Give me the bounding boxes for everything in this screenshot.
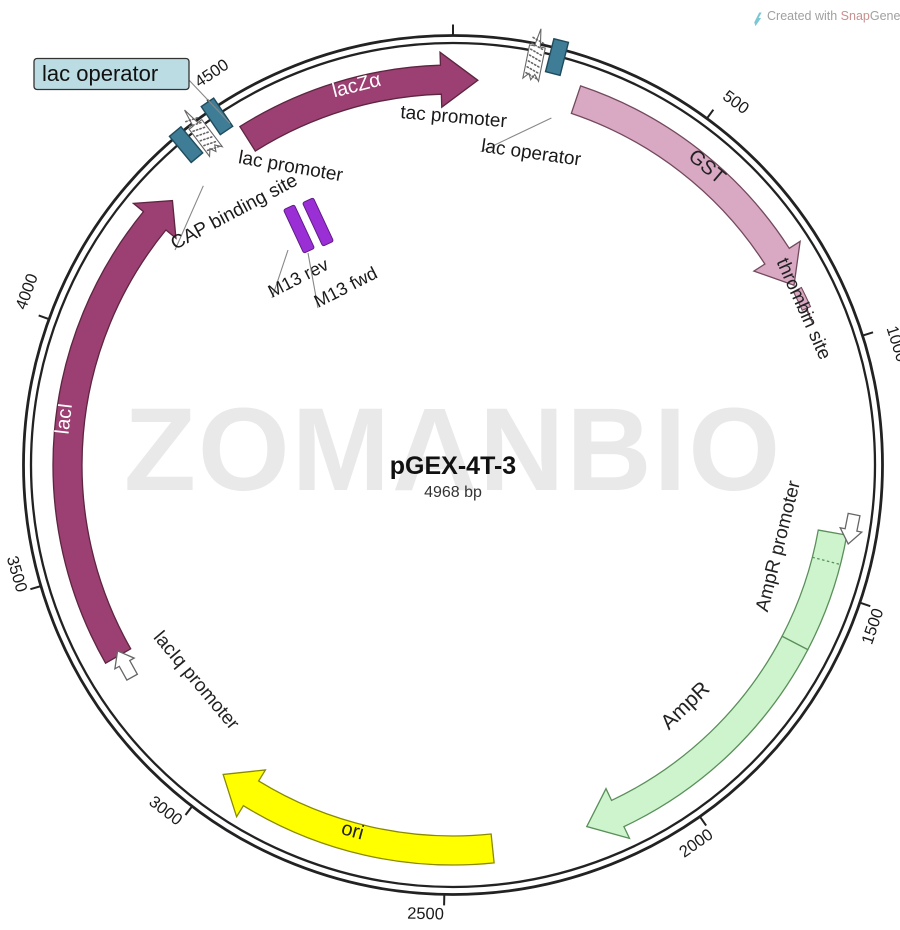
svg-text:Created with SnapGene®: Created with SnapGene® [767, 9, 900, 23]
svg-text:pGEX-4T-3: pGEX-4T-3 [390, 452, 516, 480]
svg-text:2500: 2500 [407, 905, 444, 924]
svg-text:lac operator: lac operator [42, 61, 158, 86]
svg-text:4968 bp: 4968 bp [424, 484, 482, 501]
svg-text:lacI: lacI [51, 402, 77, 436]
